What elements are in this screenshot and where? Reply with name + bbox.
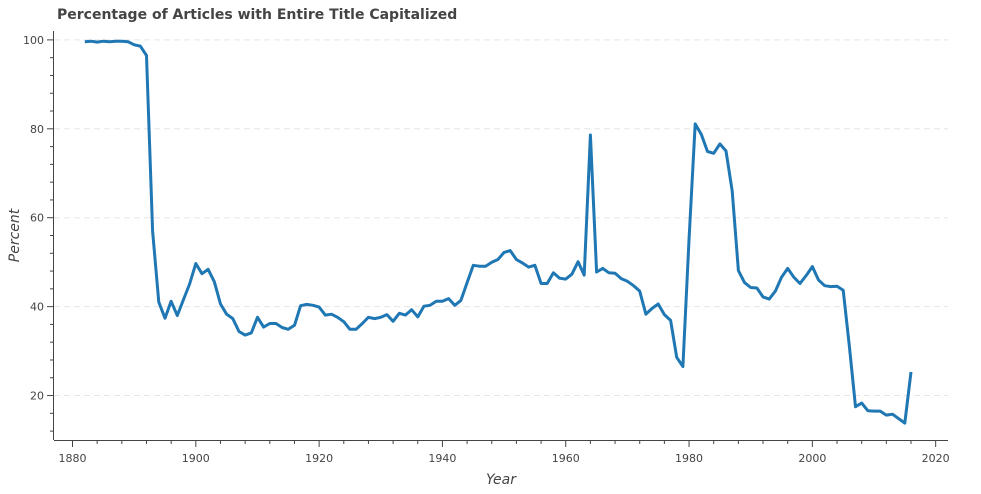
y-tick-label: 40 bbox=[30, 301, 44, 314]
x-axis-ticks: 1880 1900 1920 1940 1960 1980 2000 2020 bbox=[58, 440, 950, 465]
series-line-0 bbox=[84, 39, 913, 425]
x-tick-label: 2000 bbox=[798, 452, 826, 465]
gridlines bbox=[54, 39, 948, 397]
x-tick-label: 1980 bbox=[675, 452, 703, 465]
x-tick-label: 1920 bbox=[305, 452, 333, 465]
x-tick-label: 1960 bbox=[552, 452, 580, 465]
y-tick-label: 80 bbox=[30, 123, 44, 136]
y-axis-ticks: 20 40 60 80 100 bbox=[23, 34, 54, 432]
x-tick-label: 2020 bbox=[922, 452, 950, 465]
series-layer bbox=[84, 39, 913, 425]
y-axis-label: Percent bbox=[7, 208, 23, 262]
x-tick-label: 1900 bbox=[182, 452, 210, 465]
y-tick-label: 60 bbox=[30, 212, 44, 225]
chart-title: Percentage of Articles with Entire Title… bbox=[57, 7, 458, 23]
y-tick-label: 20 bbox=[30, 390, 44, 403]
x-tick-label: 1880 bbox=[58, 452, 86, 465]
y-tick-label: 100 bbox=[23, 34, 44, 47]
x-tick-label: 1940 bbox=[428, 452, 456, 465]
x-axis-label: Year bbox=[486, 472, 517, 488]
